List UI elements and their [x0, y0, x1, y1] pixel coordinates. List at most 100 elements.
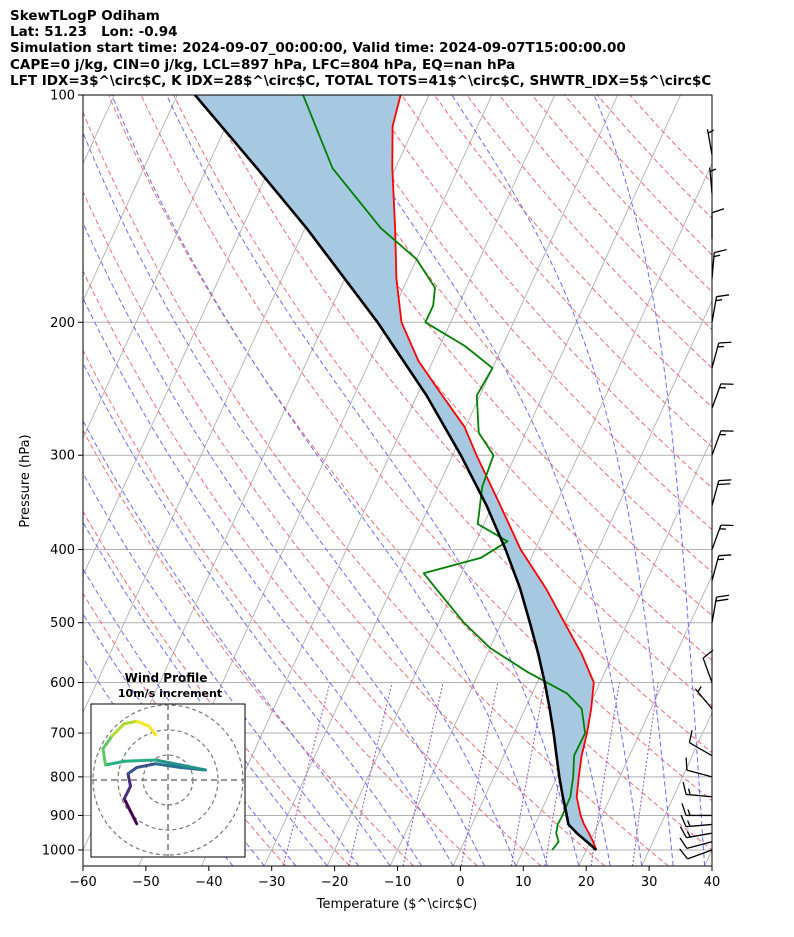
dry-adiabat [401, 95, 712, 448]
barb-staff [711, 430, 722, 456]
barb-flag [711, 208, 725, 214]
mixing-ratio-line [402, 682, 444, 866]
wind-barb [711, 341, 732, 369]
barb-staff [702, 657, 713, 683]
barb-flag [685, 757, 688, 771]
cape-line: CAPE=0 j/kg, CIN=0 j/kg, LCL=897 hPa, LF… [10, 56, 516, 73]
barb-staff [711, 524, 722, 550]
moist-adiabat [328, 95, 643, 866]
dry-adiabat [83, 510, 350, 866]
wind-barb [711, 594, 730, 623]
x-tick-label: 0 [456, 875, 464, 890]
x-tick-label: −40 [195, 875, 222, 890]
wind-barbs [679, 129, 734, 860]
barb-staff [686, 823, 713, 828]
wind-barb [711, 383, 734, 409]
hodograph-segment [154, 762, 182, 769]
wind-barb [688, 730, 713, 757]
mixing-ratio-line [348, 682, 393, 866]
wind-barb [679, 837, 713, 850]
barb-half-flag [687, 788, 691, 795]
hodograph-segment [147, 724, 157, 737]
hodograph-segment [122, 758, 157, 763]
dry-adiabat [83, 349, 478, 866]
moist-adiabat [83, 362, 423, 866]
barb-half-flag [686, 831, 691, 838]
barb-flag [718, 479, 732, 482]
axes: −60 −50 −40 −30 −20 −10 0 10 20 30 40 100 200 300 400 5… [42, 89, 720, 891]
dry-adiabat [466, 95, 712, 369]
dry-adiabat [83, 429, 414, 866]
y-tick-label: 500 [50, 616, 75, 631]
moist-adiabat [83, 131, 517, 866]
barb-half-flag [687, 809, 691, 816]
x-tick-label: 30 [641, 875, 658, 890]
y-tick-label: 800 [50, 770, 75, 785]
barb-staff [711, 555, 720, 581]
barb-staff [686, 769, 713, 778]
dry-adiabat [270, 95, 712, 617]
mixing-ratio-line [590, 682, 620, 866]
x-axis-label: Temperature ($^\circ$C) [316, 897, 477, 912]
x-tick-label: −30 [258, 875, 285, 890]
hodograph-segment [129, 809, 139, 826]
y-axis-label: Pressure (hPa) [18, 434, 33, 527]
barb-staff [711, 252, 715, 279]
wind-barb [711, 430, 734, 456]
dry-adiabat [108, 95, 712, 851]
barb-half-flag [713, 254, 721, 258]
time-line: Simulation start time: 2024-09-07_00:00:… [10, 40, 626, 57]
wind-barb [711, 249, 727, 279]
barb-flag [715, 598, 729, 602]
chart-title: SkewTLogP Odiham [10, 8, 160, 24]
dry-adiabat [83, 592, 287, 866]
hodograph-segment [104, 759, 126, 767]
dry-adiabat [83, 190, 606, 866]
wind-barb [679, 848, 713, 860]
moist-adiabat [83, 297, 454, 866]
barb-staff [711, 342, 720, 369]
barb-staff [694, 688, 713, 710]
moist-adiabat [451, 95, 674, 866]
barb-flag [688, 730, 693, 743]
mixing-ratio-line [632, 682, 659, 866]
isotherm-line [452, 299, 712, 866]
barb-staff [711, 597, 718, 623]
hodograph-segment [126, 772, 132, 788]
hodograph-segment [126, 766, 139, 776]
isotherm-line [83, 95, 178, 302]
index-line: LFT IDX=3$^\circ$C, K IDX=28$^\circ$C, T… [10, 72, 712, 89]
x-tick-label: 20 [578, 875, 595, 890]
barb-half-flag [707, 129, 715, 134]
hodograph-subtitle: 10m/s increment [118, 687, 222, 700]
barb-half-flag [715, 299, 723, 302]
wind-barb [681, 803, 712, 817]
hodograph-segment [135, 719, 151, 728]
moist-adiabat [83, 419, 391, 866]
hodograph-inset: Wind Profile 10m/s increment [90, 671, 246, 858]
chart-header: SkewTLogP Odiham Lat: 51.23 Lon: -0.94 S… [10, 8, 711, 89]
hodograph-segment [110, 722, 126, 738]
moist-adiabat [83, 472, 360, 866]
dry-adiabat [83, 269, 542, 866]
mixing-ratio-line [544, 682, 577, 866]
isotherm-line [641, 711, 712, 866]
wind-barb [680, 814, 713, 828]
wind-barb [711, 294, 730, 323]
barb-flag [716, 594, 730, 598]
moist-adiabat [83, 567, 297, 866]
y-tick-label: 300 [50, 449, 75, 464]
barb-staff [687, 849, 713, 860]
barb-staff [686, 832, 713, 839]
dry-adiabat [303, 95, 712, 573]
barb-flag [702, 649, 714, 659]
wind-barb [711, 479, 732, 506]
hodograph-segment [154, 758, 182, 767]
wind-barb [679, 826, 713, 839]
x-tick-label: −10 [384, 875, 411, 890]
hodograph-segment [135, 762, 157, 769]
x-tick-label: −60 [69, 875, 96, 890]
barb-flag [718, 341, 732, 344]
temperature-line [391, 95, 598, 851]
isotherm-line [326, 95, 681, 866]
